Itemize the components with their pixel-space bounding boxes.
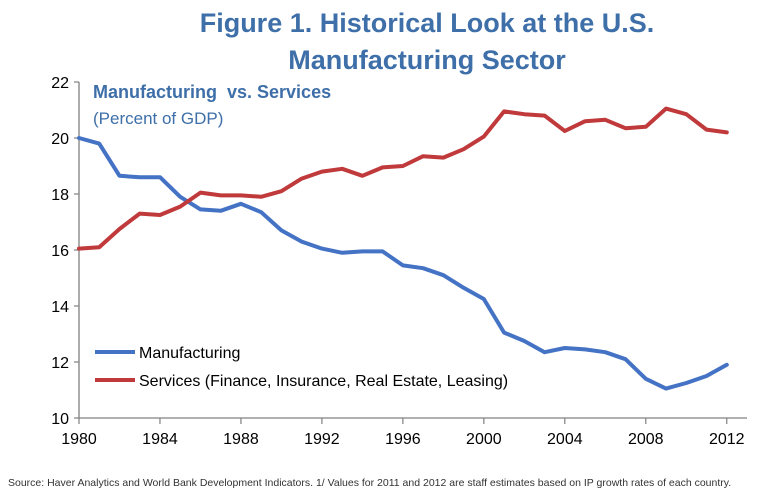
- y-tick-label: 20: [51, 131, 69, 148]
- x-tick-label: 2000: [466, 431, 502, 448]
- y-axis-ticks: 10 12 14 16 18 20 22: [51, 75, 79, 428]
- x-tick-label: 2004: [547, 431, 583, 448]
- x-tick-label: 2012: [709, 431, 745, 448]
- chart-inner-title: Manufacturing vs. Services: [93, 82, 331, 102]
- legend: Manufacturing Services (Finance, Insuran…: [95, 345, 508, 390]
- x-tick-label: 1988: [223, 431, 259, 448]
- figure-title-line-2: Manufacturing Sector: [288, 45, 566, 75]
- legend-label-services: Services (Finance, Insurance, Real Estat…: [139, 373, 508, 390]
- y-tick-label: 12: [51, 355, 69, 372]
- chart-inner-subtitle: (Percent of GDP): [93, 109, 223, 128]
- x-tick-label: 1996: [385, 431, 421, 448]
- y-tick-label: 10: [51, 411, 69, 428]
- plot-area: 10 12 14 16 18 20 22 1980 1984 1988 1992 1996 2000 2…: [51, 75, 747, 448]
- x-tick-label: 2008: [628, 431, 664, 448]
- x-tick-label: 1980: [61, 431, 97, 448]
- series-line-services: [77, 106, 729, 251]
- source-note: Source: Haver Analytics and World Bank D…: [8, 477, 731, 489]
- x-tick-label: 1992: [304, 431, 340, 448]
- y-tick-label: 22: [51, 75, 69, 92]
- series-lines: [77, 106, 729, 391]
- x-axis-ticks: 1980 1984 1988 1992 1996 2000 2004 2008 2012: [61, 418, 745, 448]
- figure-title-line-1: Figure 1. Historical Look at the U.S.: [200, 8, 655, 38]
- y-tick-label: 16: [51, 243, 69, 260]
- legend-label-manufacturing: Manufacturing: [139, 345, 240, 362]
- x-tick-label: 1984: [142, 431, 178, 448]
- y-tick-label: 18: [51, 187, 69, 204]
- y-tick-label: 14: [51, 299, 69, 316]
